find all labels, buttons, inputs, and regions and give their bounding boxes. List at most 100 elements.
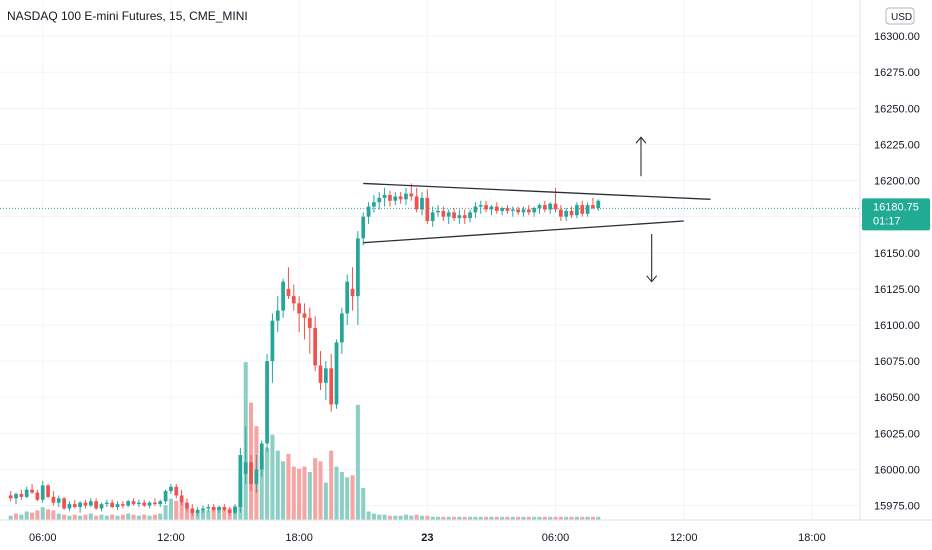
candle-body <box>452 212 456 219</box>
candle-body <box>457 215 462 219</box>
volume-bar <box>318 461 323 520</box>
volume-bar <box>393 515 398 520</box>
trendline-drawings[interactable] <box>363 136 711 283</box>
volume-bar <box>516 516 521 520</box>
volume-bar <box>297 468 302 520</box>
bar-countdown: 01:17 <box>873 215 901 227</box>
candle <box>201 505 205 513</box>
candle <box>441 206 446 221</box>
candle <box>388 190 392 207</box>
candle-body <box>591 205 595 208</box>
candle <box>575 202 579 219</box>
candle-body <box>425 197 430 221</box>
time-axis[interactable] <box>0 520 932 550</box>
candle-body <box>174 486 179 496</box>
time-tick-label: 12:00 <box>670 532 698 544</box>
candle-body <box>110 502 115 507</box>
candle <box>473 202 478 219</box>
candle-body <box>14 494 18 499</box>
candle <box>56 495 61 507</box>
volume-bar <box>339 472 344 520</box>
candle-body <box>505 208 510 211</box>
candle-body <box>398 196 403 200</box>
volume-bar <box>473 516 478 520</box>
candle-body <box>307 317 312 328</box>
grid <box>0 0 860 520</box>
volume-bar <box>104 515 109 520</box>
candle <box>366 202 371 224</box>
candle-body <box>361 216 366 239</box>
volume-bar <box>94 515 99 520</box>
candle-body <box>169 486 173 492</box>
candle <box>243 426 248 484</box>
candle-body <box>8 495 13 499</box>
candle-body <box>94 501 99 509</box>
candle <box>393 192 398 206</box>
volume-bar <box>371 513 376 520</box>
candle <box>40 481 45 503</box>
candle <box>190 504 195 516</box>
volume-bar <box>67 515 72 520</box>
candle-body <box>206 507 211 509</box>
candle <box>532 206 537 217</box>
volume-bar <box>40 507 45 520</box>
volume-bar <box>313 458 318 520</box>
triangle-lower-trendline <box>363 220 684 244</box>
price-axis[interactable] <box>860 0 932 520</box>
candle-body <box>478 205 483 207</box>
candle-body <box>441 210 446 217</box>
candle-body <box>388 195 392 201</box>
symbol-title: NASDAQ 100 E-mini Futures, 15, CME_MINI <box>7 9 248 23</box>
candle-body <box>356 238 360 297</box>
candle-body <box>115 504 120 507</box>
candle <box>131 498 136 506</box>
volume-bar <box>500 516 505 520</box>
price-tick-label: 16025.00 <box>874 428 920 440</box>
candle <box>361 212 366 246</box>
candle <box>452 208 456 221</box>
volume-bar <box>88 513 93 520</box>
volume-bar <box>307 472 312 520</box>
candle <box>291 284 296 311</box>
candle-body <box>270 320 275 362</box>
volume-bar <box>216 507 222 520</box>
candle-body <box>137 502 141 505</box>
candle-body <box>67 504 72 509</box>
volume-bar <box>126 513 131 520</box>
candle <box>51 491 56 506</box>
candle-body <box>265 361 269 444</box>
candle <box>356 231 360 325</box>
time-tick-label: 18:00 <box>285 532 313 544</box>
candle-body <box>275 310 280 321</box>
candle <box>67 501 72 512</box>
candle-body <box>494 206 499 211</box>
candle-body <box>201 508 205 510</box>
candle <box>83 499 88 509</box>
candle <box>72 499 77 509</box>
candle <box>409 183 414 201</box>
candle-body <box>24 489 29 497</box>
candle <box>302 303 307 340</box>
candle-body <box>382 195 387 198</box>
price-tick-label: 16200.00 <box>874 176 920 188</box>
volume-bar <box>259 456 264 520</box>
candles[interactable] <box>8 183 601 516</box>
volume-bar <box>275 450 280 520</box>
candle <box>297 296 301 333</box>
candle-body <box>72 504 77 507</box>
currency-badge[interactable]: USD <box>885 7 915 25</box>
candle <box>510 206 515 217</box>
candle <box>88 498 93 507</box>
candle-body <box>542 205 547 210</box>
candle-body <box>596 200 601 208</box>
price-tick-label: 16125.00 <box>874 284 920 296</box>
candle <box>457 209 462 224</box>
volume-bar <box>211 508 216 520</box>
candle-body <box>249 462 253 484</box>
candle-body <box>323 368 328 383</box>
candle <box>425 189 430 224</box>
candle <box>420 192 424 216</box>
candle-body <box>40 485 45 500</box>
